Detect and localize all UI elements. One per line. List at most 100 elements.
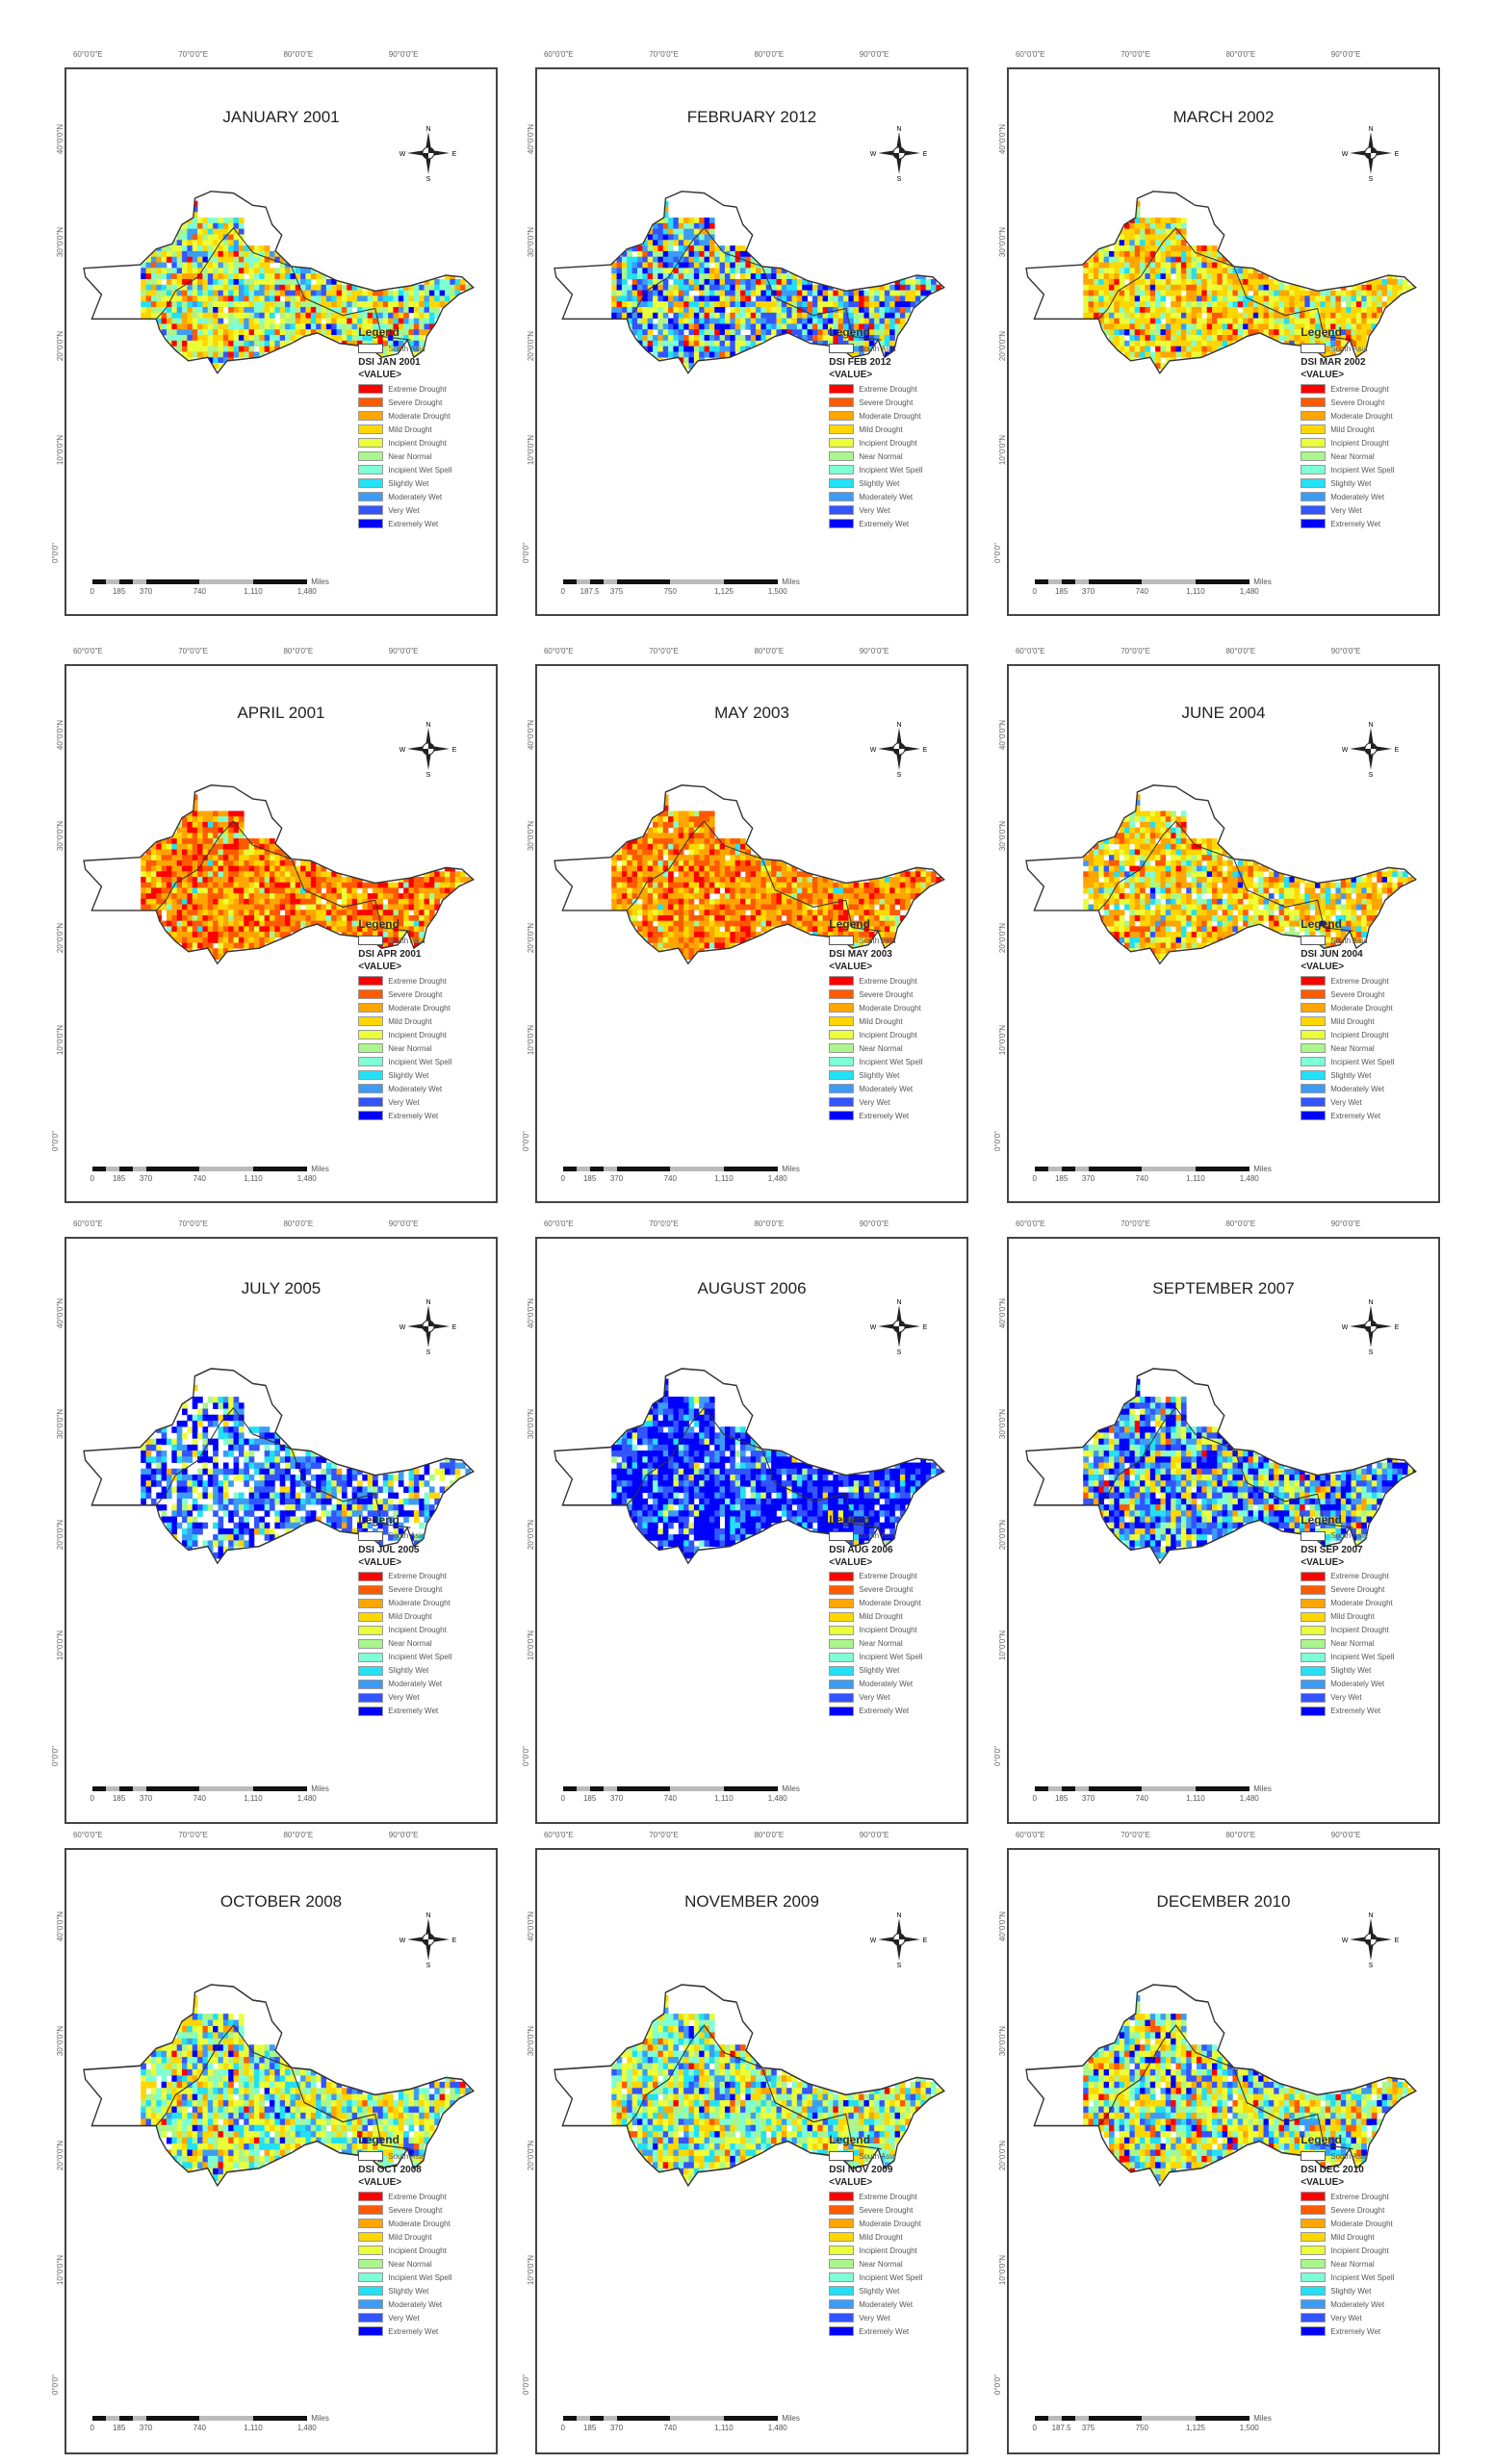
map-pixel xyxy=(244,932,250,938)
map-pixel xyxy=(900,290,906,296)
class-label: Extremely Wet xyxy=(859,519,910,528)
map-pixel xyxy=(352,910,358,916)
map-pixel xyxy=(316,877,322,884)
map-pixel xyxy=(1201,346,1208,352)
map-pixel xyxy=(885,904,890,911)
map-pixel xyxy=(1145,233,1151,241)
drought-map xyxy=(554,784,946,965)
map-pixel xyxy=(632,278,638,285)
map-pixel xyxy=(408,883,415,889)
latitude-tick-label: 30°0'0"N xyxy=(998,227,1008,258)
map-pixel xyxy=(679,278,684,285)
map-pixel xyxy=(167,267,173,274)
map-pixel xyxy=(265,290,270,296)
map-pixel xyxy=(1238,318,1244,324)
map-pixel xyxy=(408,322,415,330)
map-pixel xyxy=(202,904,209,911)
map-pixel xyxy=(751,865,757,872)
map-pixel xyxy=(894,322,901,330)
map-pixel xyxy=(776,328,783,335)
map-pixel xyxy=(270,855,276,861)
map-pixel xyxy=(859,899,865,906)
map-pixel xyxy=(756,295,762,302)
map-pixel xyxy=(321,300,327,307)
map-pixel xyxy=(760,904,767,911)
map-pixel xyxy=(218,904,224,911)
map-pixel xyxy=(213,318,219,324)
map-pixel xyxy=(663,312,669,319)
map-pixel xyxy=(167,865,173,872)
map-pixel xyxy=(254,284,261,291)
map-pixel xyxy=(248,899,255,906)
map-pixel xyxy=(817,910,824,916)
map-pixel xyxy=(931,284,938,291)
map-pixel xyxy=(145,887,152,894)
map-pixel xyxy=(622,284,628,291)
map-pixel xyxy=(776,322,783,330)
map-pixel xyxy=(408,899,415,906)
map-pixel xyxy=(719,838,726,845)
map-pixel xyxy=(223,865,229,872)
map-pixel xyxy=(863,904,870,911)
map-pixel xyxy=(326,300,332,307)
class-swatch xyxy=(358,976,384,987)
map-pixel xyxy=(213,871,219,878)
map-pixel xyxy=(663,920,669,928)
map-pixel xyxy=(683,290,690,296)
map-pixel xyxy=(182,844,189,851)
map-pixel xyxy=(213,893,219,900)
map-pixel xyxy=(213,883,219,889)
map-pixel xyxy=(894,284,901,291)
map-pixel xyxy=(213,233,219,241)
map-pixel xyxy=(259,340,266,346)
map-pixel xyxy=(1227,306,1234,313)
map-pixel xyxy=(1274,334,1280,341)
map-pixel xyxy=(167,334,173,341)
map-pixel xyxy=(653,899,659,906)
map-pixel xyxy=(141,883,147,889)
map-pixel xyxy=(1109,267,1116,274)
map-pixel xyxy=(1248,322,1254,330)
map-pixel xyxy=(248,346,255,352)
legend-class-row: Moderately Wet xyxy=(358,1082,451,1095)
map-pixel xyxy=(632,910,638,916)
map-pixel xyxy=(915,887,922,894)
map-pixel xyxy=(637,300,644,307)
map-pixel xyxy=(1150,250,1156,257)
class-label: Moderate Drought xyxy=(388,1003,451,1013)
map-pixel xyxy=(368,300,374,307)
map-pixel xyxy=(642,926,649,933)
map-pixel xyxy=(1387,284,1394,291)
map-pixel xyxy=(1129,306,1136,313)
map-pixel xyxy=(735,340,741,346)
class-swatch xyxy=(358,465,384,475)
map-pixel xyxy=(177,915,183,922)
map-pixel xyxy=(388,920,395,928)
map-pixel xyxy=(177,312,183,319)
scale-segment xyxy=(1088,578,1143,584)
map-pixel xyxy=(208,816,214,823)
map-pixel xyxy=(239,910,245,916)
map-pixel xyxy=(1135,284,1141,291)
class-swatch xyxy=(829,1030,855,1040)
map-pixel xyxy=(145,860,152,867)
map-pixel xyxy=(167,278,173,285)
map-pixel xyxy=(756,306,762,313)
map-pixel xyxy=(1150,262,1156,269)
map-pixel xyxy=(171,926,178,933)
map-pixel xyxy=(1361,346,1368,352)
map-pixel xyxy=(1124,222,1131,229)
map-pixel xyxy=(848,904,855,911)
map-pixel xyxy=(1186,256,1193,263)
map-pixel xyxy=(1114,256,1120,263)
map-pixel xyxy=(357,334,364,341)
map-pixel xyxy=(280,893,286,900)
map-pixel xyxy=(611,295,618,302)
map-pixel xyxy=(833,300,839,307)
map-pixel xyxy=(833,899,839,906)
map-pixel xyxy=(202,267,209,274)
map-pixel xyxy=(373,328,379,335)
map-pixel xyxy=(889,290,896,296)
map-pixel xyxy=(326,915,332,922)
map-pixel xyxy=(709,306,715,313)
